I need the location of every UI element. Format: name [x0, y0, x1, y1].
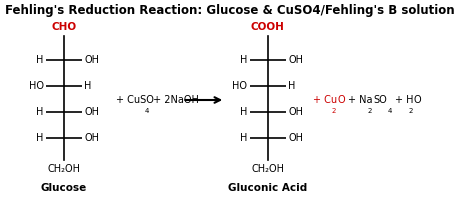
- Text: + H: + H: [395, 95, 413, 105]
- Text: H: H: [36, 107, 44, 117]
- Text: OH: OH: [288, 55, 303, 65]
- Text: + Na: + Na: [348, 95, 373, 105]
- Text: H: H: [240, 107, 247, 117]
- Text: + CuSO: + CuSO: [116, 95, 154, 105]
- Text: HO: HO: [28, 81, 44, 91]
- Text: H: H: [36, 133, 44, 143]
- Text: OH: OH: [288, 107, 303, 117]
- Text: Glucose: Glucose: [41, 183, 87, 193]
- Text: O: O: [414, 95, 421, 105]
- Text: + 2NaOH: + 2NaOH: [150, 95, 199, 105]
- Text: CHO: CHO: [51, 22, 77, 32]
- Text: SO: SO: [373, 95, 387, 105]
- Text: HO: HO: [232, 81, 247, 91]
- Text: Gluconic Acid: Gluconic Acid: [228, 183, 308, 193]
- Text: H: H: [84, 81, 92, 91]
- Text: OH: OH: [84, 133, 100, 143]
- Text: COOH: COOH: [251, 22, 285, 32]
- Text: 2: 2: [367, 108, 372, 114]
- Text: H: H: [36, 55, 44, 65]
- Text: H: H: [240, 133, 247, 143]
- Text: OH: OH: [84, 107, 100, 117]
- Text: + Cu: + Cu: [313, 95, 337, 105]
- Text: 4: 4: [145, 108, 149, 114]
- Text: 2: 2: [332, 108, 336, 114]
- Text: CH₂OH: CH₂OH: [47, 164, 81, 174]
- Text: 4: 4: [388, 108, 392, 114]
- Text: 2: 2: [408, 108, 412, 114]
- Text: H: H: [288, 81, 296, 91]
- Text: H: H: [240, 55, 247, 65]
- Text: OH: OH: [84, 55, 100, 65]
- Text: CH₂OH: CH₂OH: [251, 164, 284, 174]
- Text: OH: OH: [288, 133, 303, 143]
- Text: O: O: [337, 95, 345, 105]
- Text: Fehling's Reduction Reaction: Glucose & CuSO4/Fehling's B solution: Fehling's Reduction Reaction: Glucose & …: [5, 4, 455, 17]
